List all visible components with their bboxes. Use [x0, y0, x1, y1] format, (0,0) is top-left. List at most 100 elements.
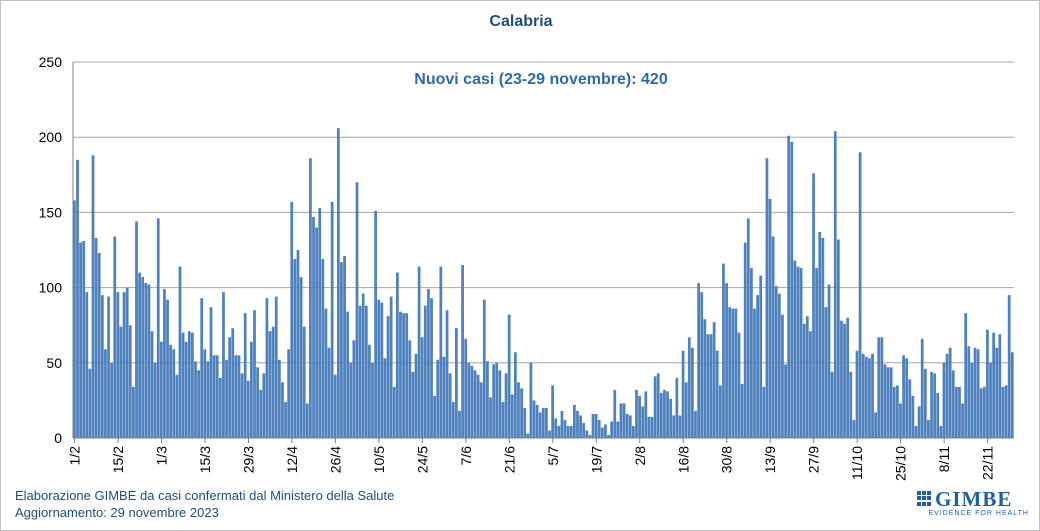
bar — [632, 425, 635, 438]
bar — [793, 260, 797, 438]
bar — [281, 382, 284, 438]
bar — [203, 349, 207, 438]
x-tick-label: 16/8 — [675, 446, 691, 473]
bar — [395, 272, 399, 438]
logo-wordmark: GIMBE — [935, 487, 1013, 511]
bar — [1004, 385, 1008, 438]
bar — [939, 425, 943, 438]
bar — [815, 268, 818, 438]
bar — [355, 182, 359, 438]
bar — [368, 344, 371, 438]
bar — [414, 353, 418, 438]
bar — [805, 316, 809, 438]
bar — [871, 353, 874, 438]
y-tick-label: 250 — [39, 54, 63, 70]
bar — [76, 159, 79, 438]
bar — [532, 400, 536, 438]
bar — [874, 412, 878, 438]
bar — [579, 415, 582, 438]
bar — [100, 295, 104, 438]
bar — [753, 308, 756, 438]
bar — [650, 416, 654, 438]
x-tick-label: 8/11 — [936, 446, 952, 472]
bar — [762, 386, 766, 438]
bar — [197, 370, 200, 438]
bar — [597, 419, 601, 438]
bar — [486, 361, 489, 438]
bar — [240, 373, 244, 438]
bar — [995, 347, 999, 438]
bar — [675, 377, 679, 438]
bar — [855, 350, 859, 438]
logo-tagline: EVIDENCE FOR HEALTH — [928, 510, 1029, 517]
bar — [787, 135, 791, 438]
bar — [312, 216, 315, 438]
bar — [433, 395, 437, 438]
bar — [436, 359, 440, 438]
bar — [858, 152, 862, 439]
bar — [243, 313, 247, 438]
bar — [125, 287, 129, 438]
x-tick-label: 22/11 — [980, 446, 996, 480]
bar — [622, 403, 626, 438]
bar — [750, 268, 753, 438]
bar — [740, 383, 744, 438]
x-tick-label: 15/2 — [110, 446, 126, 473]
bar — [895, 385, 899, 438]
bar — [737, 332, 741, 438]
bar — [666, 391, 669, 438]
bar — [560, 410, 564, 438]
bar — [377, 299, 381, 438]
bar — [386, 316, 390, 438]
bar — [852, 419, 856, 438]
chart-subtitle: Nuovi casi (23-29 novembre): 420 — [414, 71, 668, 88]
bar — [470, 365, 474, 438]
bar — [582, 422, 586, 438]
bar — [594, 413, 598, 438]
bar — [445, 310, 449, 438]
bar — [271, 326, 275, 438]
bar — [948, 347, 952, 438]
x-tick-label: 2/8 — [632, 446, 648, 466]
bar — [246, 380, 250, 438]
chart-title: Calabria — [489, 13, 553, 30]
bar — [756, 295, 759, 438]
bar — [958, 386, 961, 438]
bar — [920, 338, 924, 438]
bar — [681, 350, 685, 438]
bar — [616, 421, 620, 438]
bar — [718, 385, 722, 438]
bar — [989, 362, 992, 438]
bar — [607, 434, 610, 438]
bar — [451, 401, 455, 438]
bar — [864, 356, 868, 438]
bar — [538, 412, 542, 438]
bar — [479, 382, 483, 438]
bar — [672, 415, 676, 438]
gimbe-logo-mark-icon — [917, 491, 932, 506]
bar — [427, 289, 430, 438]
bar — [687, 337, 691, 438]
x-tick-label: 26/4 — [327, 446, 343, 473]
y-tick-label: 50 — [46, 355, 62, 371]
bar — [659, 392, 663, 438]
bar — [889, 367, 893, 438]
bar — [346, 311, 350, 438]
x-tick-label: 7/6 — [458, 446, 474, 466]
x-tick-label: 5/7 — [545, 446, 561, 466]
x-tick-label: 13/9 — [762, 446, 778, 473]
bar — [256, 367, 259, 438]
bar — [206, 361, 210, 438]
bar — [883, 364, 887, 438]
bar — [886, 367, 890, 438]
bar — [340, 262, 343, 438]
bar — [253, 310, 256, 438]
bar — [495, 362, 499, 438]
bar — [979, 388, 983, 438]
bar — [566, 425, 570, 438]
bar — [812, 173, 815, 439]
bar — [448, 373, 452, 438]
bar — [625, 413, 629, 438]
bar — [982, 386, 986, 438]
bar — [492, 364, 496, 438]
